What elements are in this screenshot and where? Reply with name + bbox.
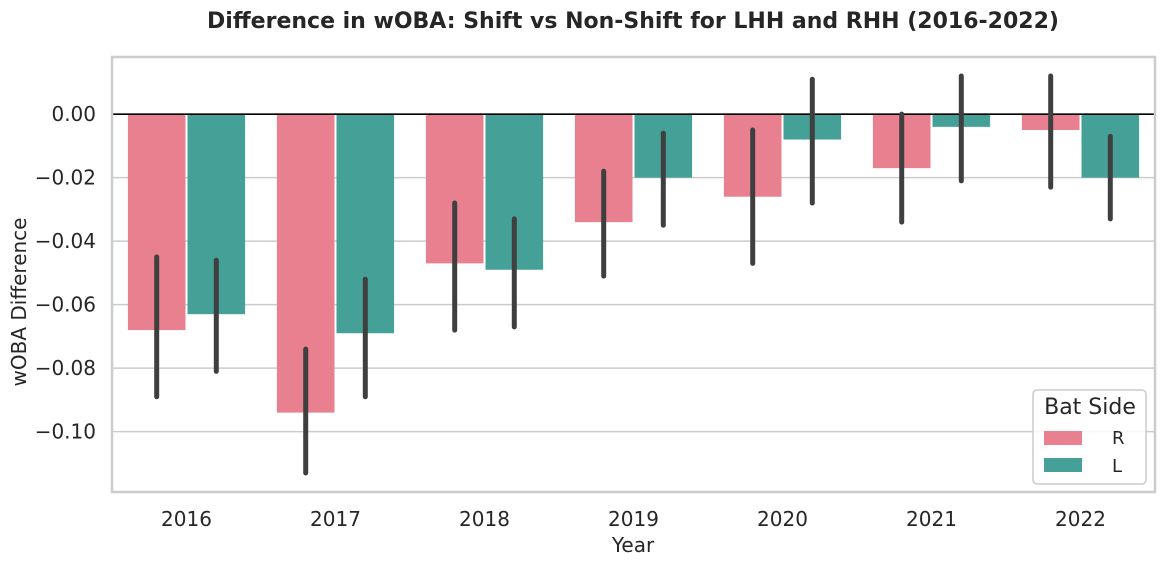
chart-title: Difference in wOBA: Shift vs Non-Shift f…: [207, 9, 1059, 34]
legend-swatch-r: [1044, 431, 1082, 445]
y-axis-label: wOBA Difference: [7, 218, 31, 387]
x-tick-label-2019: 2019: [608, 507, 659, 531]
legend: Bat Side R L: [1032, 389, 1147, 485]
legend-label-l: L: [1112, 456, 1122, 477]
legend-title: Bat Side: [1044, 395, 1136, 420]
error-bars: [154, 73, 1113, 476]
x-tick-label-2022: 2022: [1055, 507, 1106, 531]
y-tick-label: −0.10: [35, 420, 96, 444]
y-tick-label: −0.08: [35, 356, 96, 380]
y-tick-label: −0.04: [35, 229, 96, 253]
y-tick-labels: 0.00 −0.02 −0.04 −0.06 −0.08 −0.10: [35, 102, 96, 444]
y-gridlines: [112, 113, 1155, 433]
legend-swatch-l: [1044, 458, 1082, 472]
x-tick-label-2016: 2016: [161, 507, 212, 531]
legend-label-r: R: [1112, 428, 1125, 449]
x-tick-label-2018: 2018: [459, 507, 510, 531]
x-tick-label-2021: 2021: [906, 507, 957, 531]
x-axis-label: Year: [611, 533, 655, 557]
plot-frame: [110, 55, 1157, 494]
y-tick-label: −0.02: [35, 166, 96, 190]
y-tick-label: 0.00: [51, 102, 96, 126]
x-tick-label-2020: 2020: [757, 507, 808, 531]
y-tick-label: −0.06: [35, 293, 96, 317]
x-tick-label-2017: 2017: [310, 507, 361, 531]
x-tick-labels: 2016 2017 2018 2019 2020 2021 2022: [161, 507, 1106, 531]
